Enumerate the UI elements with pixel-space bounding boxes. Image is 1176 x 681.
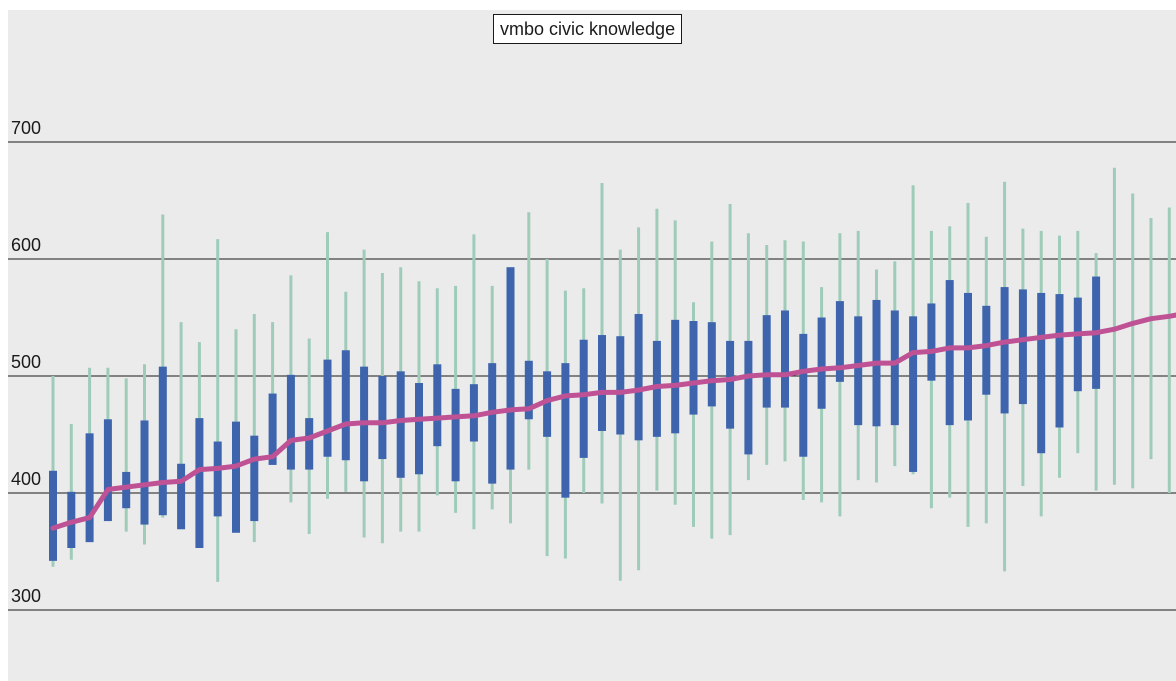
- box-30: [598, 335, 606, 431]
- box-23: [469, 384, 478, 442]
- y-tick-label-500: 500: [11, 352, 41, 372]
- box-39: [762, 315, 771, 408]
- box-32: [634, 313, 643, 441]
- box-3: [103, 419, 112, 522]
- box-40: [781, 310, 789, 408]
- box-4: [122, 471, 131, 509]
- box-34: [671, 319, 680, 434]
- box-14: [305, 418, 314, 470]
- box-37: [726, 340, 735, 429]
- box-31: [616, 336, 625, 435]
- box-8: [195, 418, 204, 548]
- box-56: [1073, 297, 1082, 392]
- box-24: [488, 363, 497, 484]
- mean-line: [50, 312, 1176, 531]
- box-42: [817, 317, 826, 409]
- box-47: [909, 316, 918, 472]
- box-26: [524, 360, 533, 420]
- box-16: [341, 350, 350, 461]
- box-51: [982, 305, 991, 395]
- y-tick-label-400: 400: [11, 469, 41, 489]
- box-29: [579, 339, 588, 458]
- box-21: [433, 364, 442, 447]
- y-tick-label-300: 300: [11, 586, 41, 606]
- box-52: [1000, 287, 1009, 414]
- box-54: [1037, 292, 1046, 454]
- box-25: [506, 267, 515, 470]
- box-53: [1018, 289, 1027, 405]
- box-11: [250, 435, 259, 522]
- box-19: [396, 371, 405, 478]
- box-0: [49, 470, 57, 561]
- box-18: [378, 376, 387, 460]
- chart-title: vmbo civic knowledge: [493, 14, 683, 44]
- box-36: [707, 322, 716, 407]
- box-20: [415, 383, 423, 475]
- box-22: [451, 388, 460, 482]
- box-10: [232, 421, 240, 533]
- box-9: [213, 441, 222, 517]
- box-12: [268, 393, 277, 465]
- box-44: [854, 316, 863, 426]
- box-48: [927, 303, 936, 381]
- box-49: [945, 280, 954, 426]
- box-2: [85, 433, 94, 543]
- box-35: [689, 321, 698, 415]
- box-41: [799, 333, 808, 457]
- box-46: [890, 310, 899, 426]
- box-13: [286, 374, 295, 470]
- box-7: [177, 463, 186, 530]
- box-50: [964, 292, 972, 421]
- box-15: [323, 359, 332, 457]
- box-27: [543, 371, 552, 437]
- box-5: [140, 420, 149, 525]
- box-38: [744, 340, 753, 455]
- y-tick-label-600: 600: [11, 235, 41, 255]
- box-55: [1055, 294, 1064, 428]
- box-28: [561, 363, 570, 498]
- box-43: [835, 301, 844, 382]
- box-6: [158, 366, 167, 516]
- y-tick-label-700: 700: [11, 118, 41, 138]
